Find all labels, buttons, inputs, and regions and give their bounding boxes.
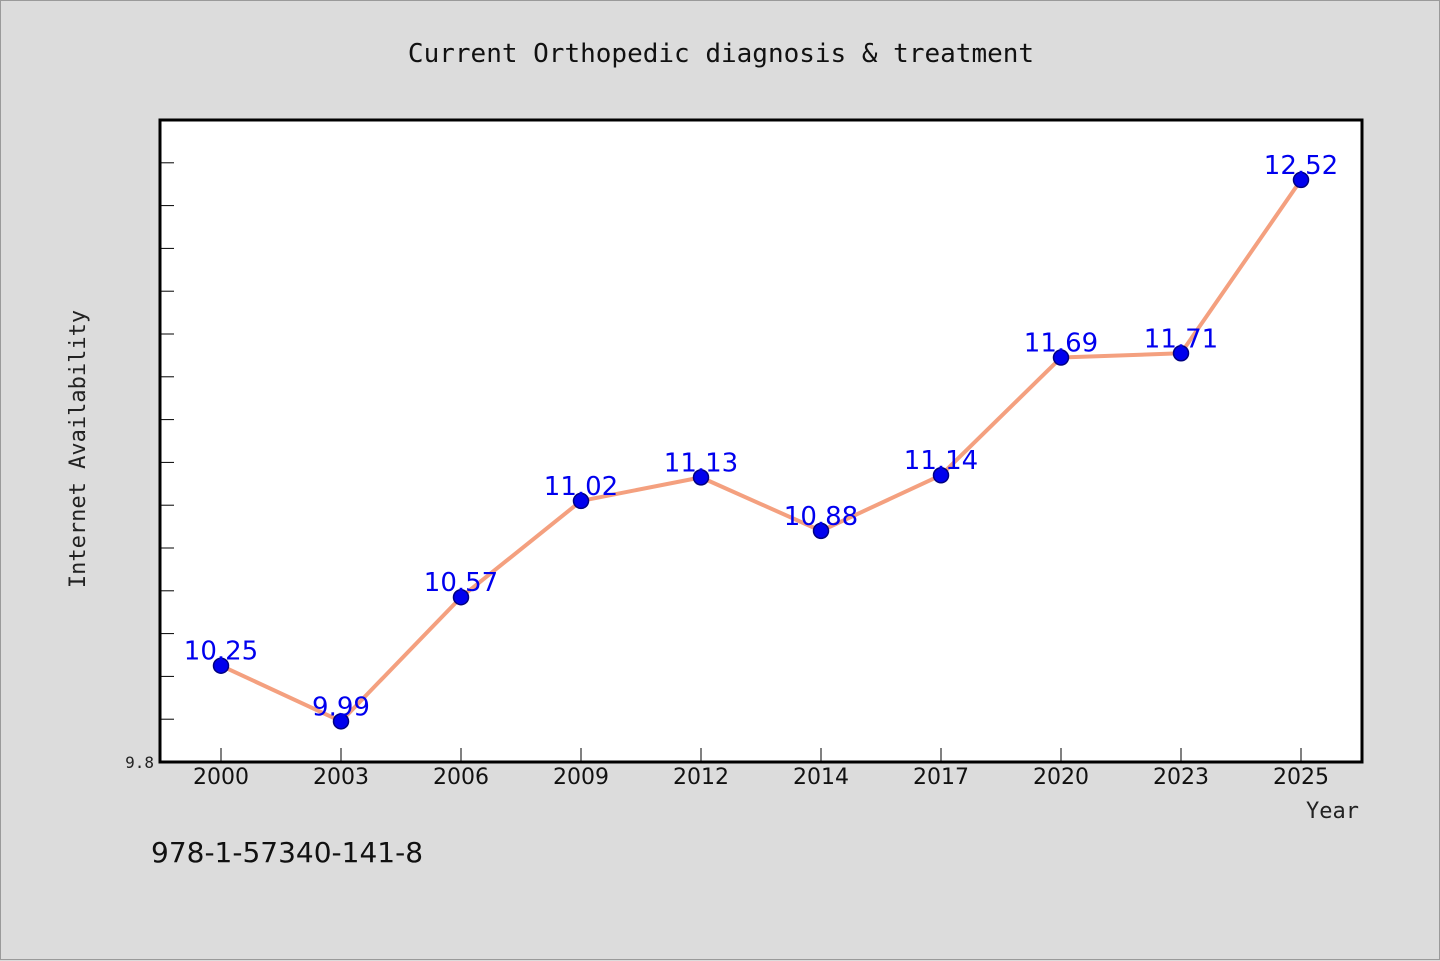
data-label: 11.13 <box>664 448 738 478</box>
x-tick-label: 2012 <box>673 765 729 790</box>
data-point <box>1172 345 1190 362</box>
isbn-footnote: 978-1-57340-141-8 <box>151 836 424 869</box>
x-tick-label: 2009 <box>553 765 609 790</box>
plot-area <box>158 118 1364 764</box>
x-tick-label: 2003 <box>313 765 369 790</box>
series-line <box>220 178 1303 724</box>
data-point <box>332 713 350 730</box>
data-label: 12.52 <box>1264 151 1338 181</box>
x-axis-label: Year <box>1306 799 1359 824</box>
data-label: 11.69 <box>1024 329 1098 359</box>
data-label: 10.57 <box>424 568 498 598</box>
data-label: 9.99 <box>312 692 370 722</box>
x-tick-label: 2000 <box>193 765 249 790</box>
data-label: 11.02 <box>544 472 618 502</box>
x-tick-label: 2014 <box>793 765 849 790</box>
x-axis-ticks: 2000 2003 2006 2009 2012 2014 2017 2020 2023 2025 <box>193 748 1329 790</box>
data-label: 11.71 <box>1144 324 1218 354</box>
data-point <box>812 522 830 540</box>
x-tick-label: 2020 <box>1033 765 1089 790</box>
data-point <box>572 492 590 510</box>
x-tick-label: 2017 <box>913 765 969 790</box>
data-point <box>1292 171 1310 189</box>
x-tick-label: 2023 <box>1153 765 1209 790</box>
data-label: 10.88 <box>784 502 858 532</box>
data-point <box>1052 349 1070 366</box>
data-label: 10.25 <box>184 637 258 667</box>
data-label: 11.14 <box>904 446 978 476</box>
y-axis-ticks: 9.8 <box>125 162 174 772</box>
data-point <box>692 469 710 486</box>
y-tick-label: 9.8 <box>125 753 154 772</box>
x-tick-label: 2025 <box>1273 765 1329 790</box>
x-tick-label: 2006 <box>433 765 489 790</box>
data-point <box>932 466 950 484</box>
data-point <box>452 588 470 606</box>
y-axis-label: Internet Availability <box>66 310 91 588</box>
chart-title: Current Orthopedic diagnosis & treatment <box>408 39 1034 69</box>
series-layer: 10.25 9.99 10.57 11.02 11.13 10.88 11.14 11.69 1… <box>184 151 1338 730</box>
data-point <box>212 657 230 674</box>
